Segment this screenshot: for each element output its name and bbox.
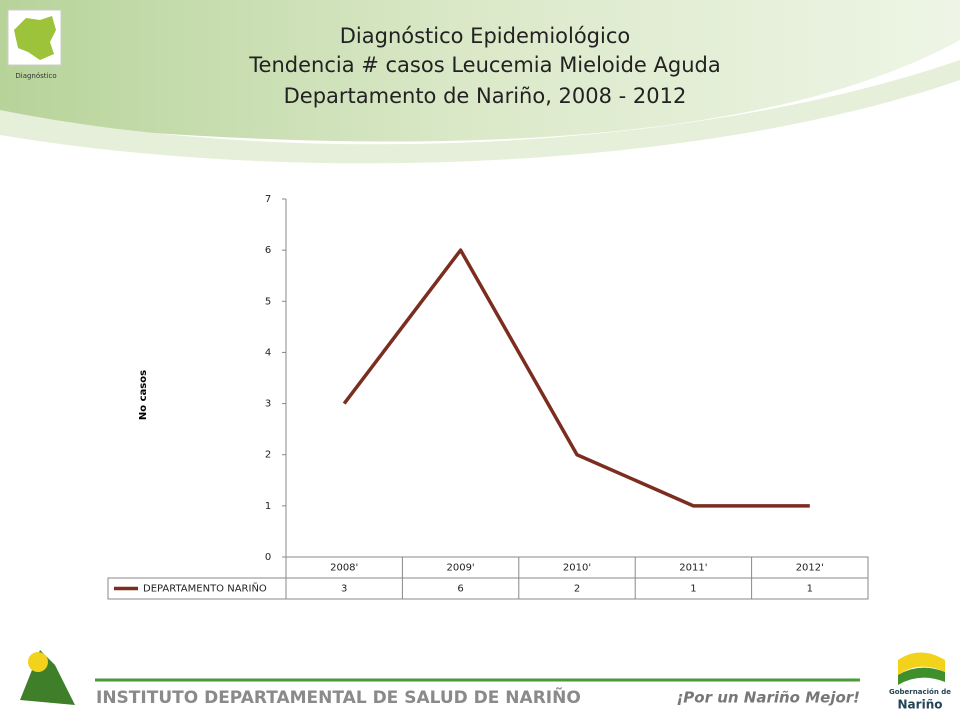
y-tick-label: 6 [265,245,271,256]
y-tick-label: 1 [265,501,271,512]
y-tick-label: 3 [265,399,271,410]
title-line: Departamento de Nariño, 2008 - 2012 [284,84,687,108]
x-tick-label: 2011' [679,563,707,574]
data-table-value: 1 [690,584,696,595]
chart: 0 1 2 3 4 5 6 7 2008' 2009' 2010' 2011' 2012' DEPARTA… [107,194,869,600]
gov-line1: Gobernación de [889,688,951,696]
footer-institute: INSTITUTO DEPARTAMENTAL DE SALUD DE NARI… [96,685,581,708]
x-tick-label: 2012' [796,563,824,574]
footer: INSTITUTO DEPARTAMENTAL DE SALUD DE NARI… [20,650,951,712]
title-line: Tendencia # casos Leucemia Mieloide Agud… [248,53,720,77]
data-table-value: 3 [341,584,347,595]
y-tick-label: 7 [265,194,271,205]
y-axis-label: No casos [138,370,149,420]
y-tick-label: 2 [265,450,271,461]
data-table-frame [107,577,869,600]
series-line [342,248,810,508]
y-tick-label: 5 [265,296,271,307]
gov-line2: Nariño [898,698,943,712]
title-line: Diagnóstico Epidemiológico [340,24,631,48]
y-tick-label: 4 [265,347,271,358]
data-table-value: 6 [457,584,463,595]
data-table-value: 1 [807,584,813,595]
x-tick-label: 2009' [446,563,474,574]
logo-caption: Diagnóstico [15,72,56,80]
footer-slogan: ¡Por un Nariño Mejor! [676,689,860,707]
header-background [0,0,960,164]
logo: Diagnóstico [7,9,62,80]
legend-label: DEPARTAMENTO NARIÑO [143,582,267,595]
x-tick-label: 2008' [330,563,358,574]
data-table-value: 2 [574,584,580,595]
y-tick-label: 0 [265,552,271,563]
x-tick-label: 2010' [563,563,591,574]
